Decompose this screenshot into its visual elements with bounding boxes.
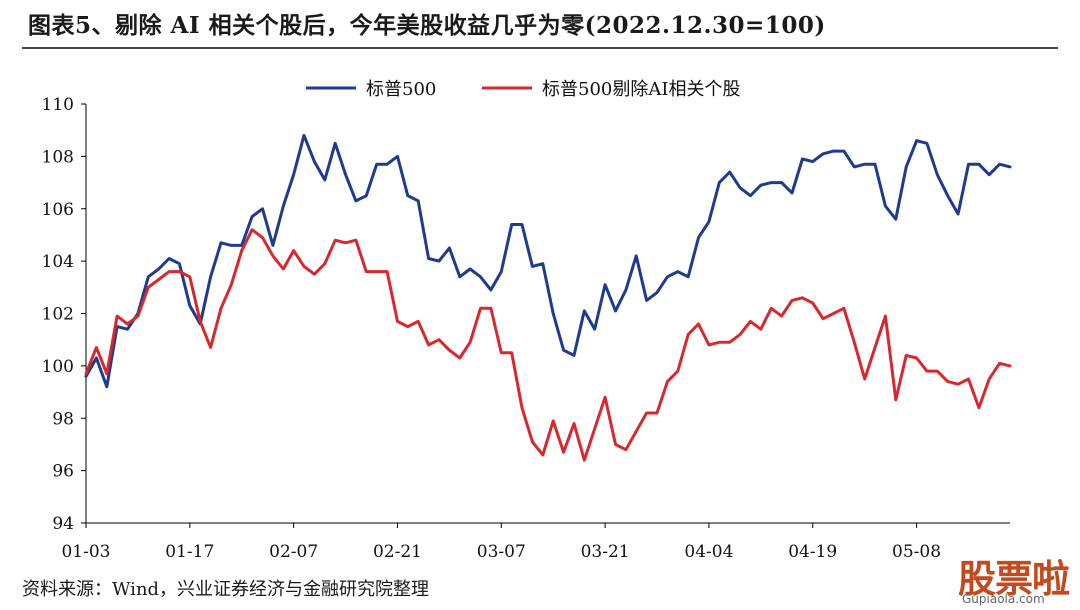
x-tick-label: 05-08 [892,542,941,562]
y-tick-label: 102 [42,305,74,325]
y-tick-label: 110 [42,95,74,115]
legend-sp500-label: 标普500 [366,79,436,100]
watermark-url: Gupiaola.com [962,592,1045,606]
series-line-sp500 [84,133,1012,389]
y-tick-label: 98 [52,409,74,429]
y-tick-label: 100 [42,357,74,377]
y-tick-label: 104 [42,252,74,272]
x-tick-label: 04-19 [788,542,837,562]
y-tick-label: 96 [52,462,74,482]
x-tick-label: 01-03 [61,542,110,562]
x-tick-label: 02-21 [373,542,422,562]
x-tick-label: 03-07 [477,542,526,562]
y-tick-label: 108 [42,147,74,167]
series-line-sp500-ex-ai [84,228,1012,462]
x-tick-label: 01-17 [165,542,214,562]
x-tick-label: 02-07 [269,542,318,562]
chart-title: 图表5、剔除 AI 相关个股后，今年美股收益几乎为零(2022.12.30=10… [28,12,826,39]
x-tick-label: 04-04 [684,542,733,562]
source-note: 资料来源：Wind，兴业证券经济与金融研究院整理 [22,579,430,600]
watermark-logo: 股票啦 [958,557,1070,601]
y-tick-label: 106 [42,200,74,220]
x-tick-label: 03-21 [581,542,630,562]
line-chart: 94 96 98 100 102 104 106 108 110 01-03 01-17 02-07 0… [42,79,1012,562]
y-tick-label: 94 [52,514,74,534]
title-divider [22,47,1058,49]
legend-sp500-ex-ai-label: 标普500剔除AI相关个股 [542,79,740,100]
